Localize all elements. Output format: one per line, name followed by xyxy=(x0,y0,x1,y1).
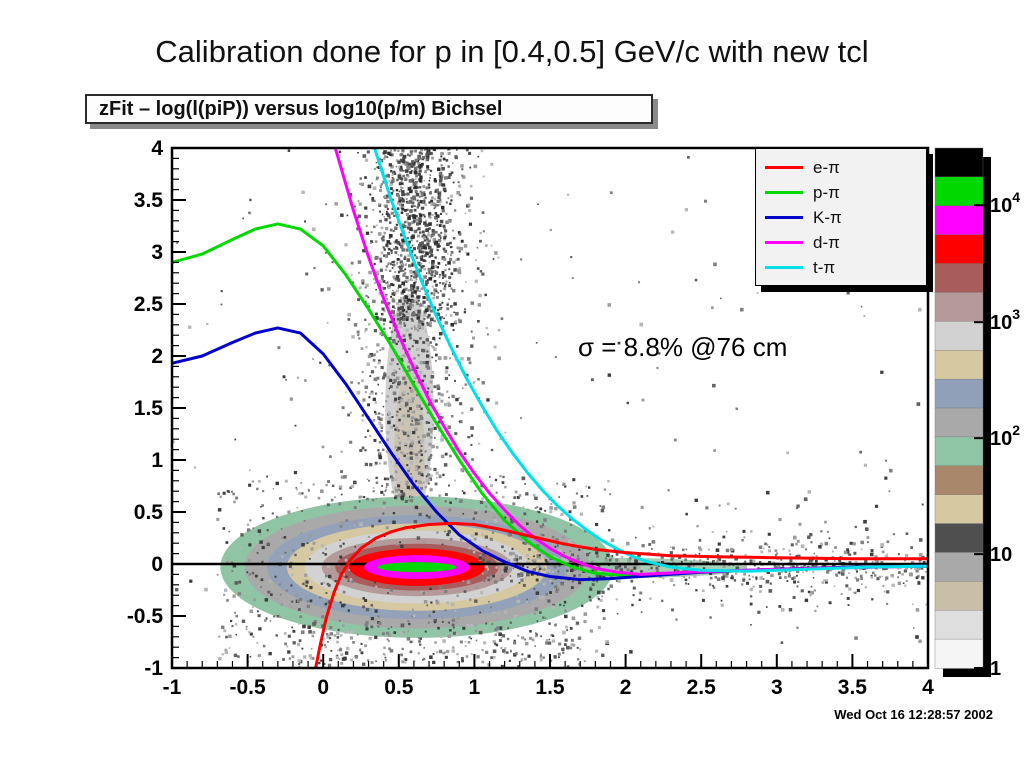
x-tick-label: -0.5 xyxy=(230,676,267,699)
legend-line-sample xyxy=(765,266,803,269)
colorbar-block xyxy=(934,205,984,236)
colorbar-label: 1 xyxy=(990,658,1001,680)
plot-title-box: zFit – log(l(piP)) versus log10(p/m) Bic… xyxy=(85,94,653,124)
timestamp: Wed Oct 16 12:28:57 2002 xyxy=(834,707,993,722)
colorbar-block xyxy=(934,350,984,380)
legend-label: t-π xyxy=(813,258,836,277)
colorbar-block xyxy=(934,494,984,525)
sigma-annotation: σ = 8.8% @76 cm xyxy=(578,332,788,362)
curve-d-pi xyxy=(333,148,928,576)
legend-item-K-pi: K-π xyxy=(765,205,926,230)
y-tick-label: 1.5 xyxy=(134,397,164,420)
colorbar-block xyxy=(934,581,984,611)
x-tick-label: -1 xyxy=(163,676,182,699)
colorbar-block xyxy=(934,234,984,265)
legend-line-sample xyxy=(765,216,803,219)
y-tick-label: -0.5 xyxy=(127,605,164,628)
y-tick-label: 2.5 xyxy=(134,293,164,316)
colorbar-block xyxy=(934,321,984,351)
y-tick-label: 0.5 xyxy=(134,501,164,524)
colorbar-block xyxy=(934,436,984,467)
x-tick-label: 3.5 xyxy=(838,676,868,699)
legend: e-π p-π K-π d-π t-π xyxy=(755,148,927,286)
curve-e-pi xyxy=(314,521,928,668)
x-tick-label: 3 xyxy=(771,676,783,699)
colorbar-block xyxy=(934,407,984,438)
legend-label: p-π xyxy=(813,183,840,202)
x-tick-label: 1 xyxy=(469,676,481,699)
colorbar-block xyxy=(934,465,984,496)
legend-line-sample xyxy=(765,166,803,169)
x-tick-label: 0 xyxy=(317,676,329,699)
colorbar-label: 103 xyxy=(990,306,1020,334)
colorbar-block xyxy=(934,378,984,409)
colorbar-label: 10 xyxy=(990,544,1012,566)
y-tick-label: 3.5 xyxy=(134,189,164,212)
y-tick-label: 1 xyxy=(151,449,163,472)
x-tick-label: 4 xyxy=(922,676,934,699)
legend-label: d-π xyxy=(813,233,840,252)
legend-line-sample xyxy=(765,241,803,244)
y-tick-label: -1 xyxy=(144,657,163,680)
y-tick-label: 4 xyxy=(151,137,163,160)
x-tick-label: 2 xyxy=(620,676,632,699)
colorbar-block xyxy=(934,176,984,207)
legend-item-d-pi: d-π xyxy=(765,230,926,255)
y-tick-label: 2 xyxy=(151,345,163,368)
legend-item-t-pi: t-π xyxy=(765,255,926,280)
plot-title: zFit – log(l(piP)) versus log10(p/m) Bic… xyxy=(99,97,503,120)
colorbar-label: 104 xyxy=(990,189,1020,217)
curve-t-pi xyxy=(373,148,928,573)
colorbar-block xyxy=(934,610,984,640)
legend-line-sample xyxy=(765,191,803,194)
x-tick-label: 0.5 xyxy=(384,676,414,699)
colorbar-block xyxy=(934,263,984,294)
legend-item-p-pi: p-π xyxy=(765,180,926,205)
slide-title: Calibration done for p in [0.4,0.5] GeV/… xyxy=(155,34,869,69)
x-tick-label: 1.5 xyxy=(535,676,565,699)
legend-label: e-π xyxy=(813,158,840,177)
y-tick-label: 0 xyxy=(151,553,163,576)
colorbar-block xyxy=(934,147,984,178)
heatmap-layer xyxy=(172,148,928,668)
colorbar-label: 102 xyxy=(990,422,1020,450)
x-tick-label: 2.5 xyxy=(687,676,717,699)
legend-item-e-pi: e-π xyxy=(765,155,926,180)
axis-ticks xyxy=(171,147,929,669)
y-tick-label: 3 xyxy=(151,241,163,264)
density-core-ring xyxy=(377,562,457,573)
legend-label: K-π xyxy=(813,208,842,227)
colorbar-block xyxy=(934,292,984,323)
colorbar-block xyxy=(934,552,984,583)
colorbar-block xyxy=(934,638,984,669)
colorbar-block xyxy=(934,523,984,554)
